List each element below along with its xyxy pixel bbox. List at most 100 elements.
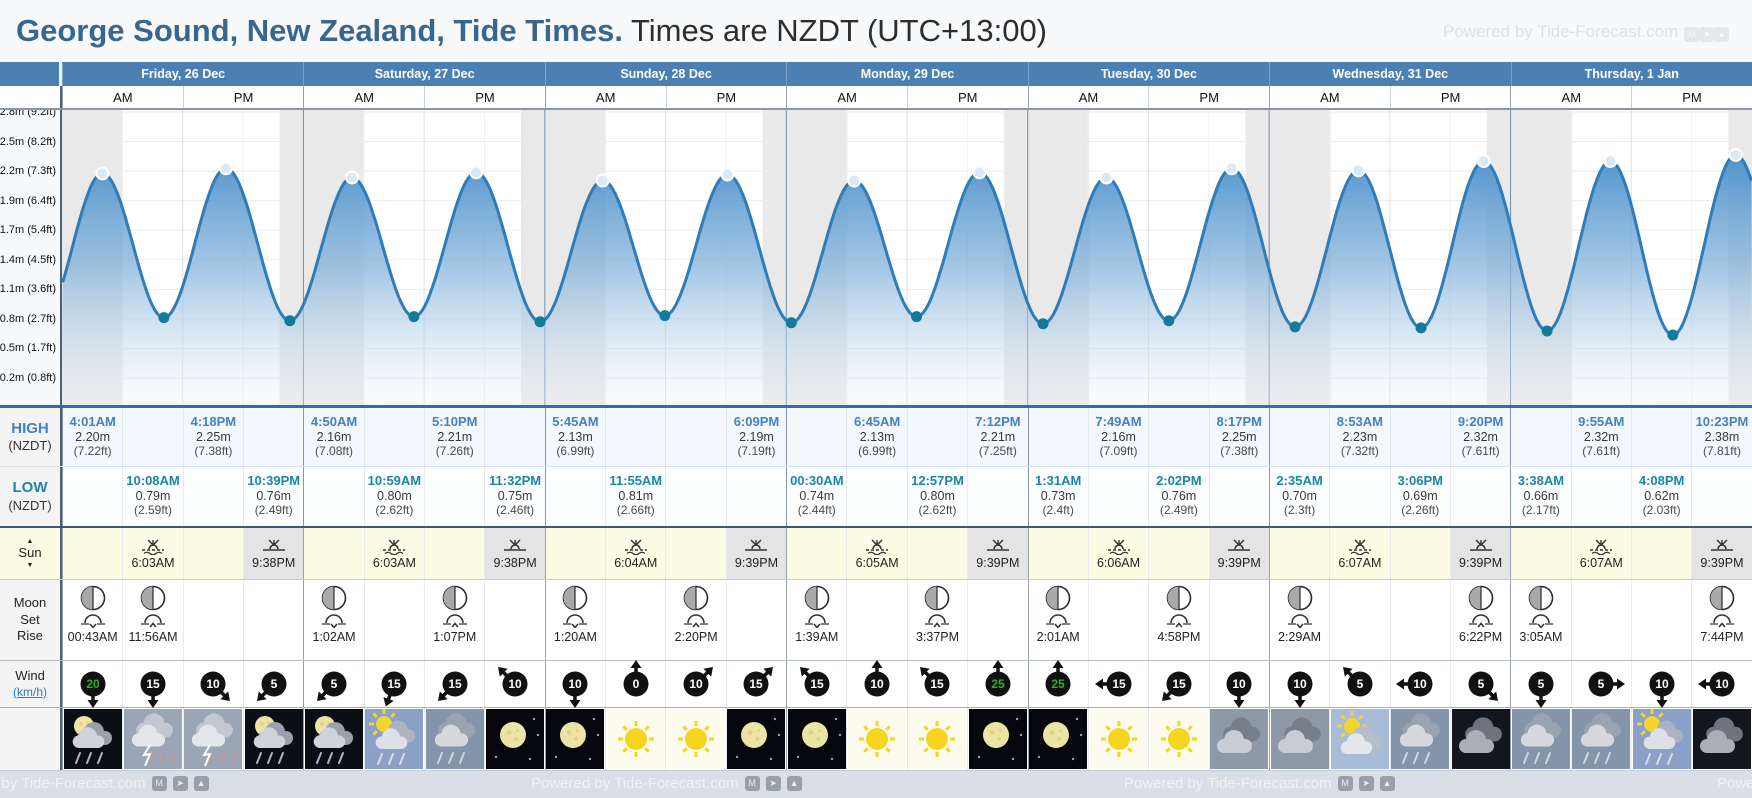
sun-row-label: ▲ Sun ▼ (0, 528, 62, 579)
wind-cell: 10 (1268, 661, 1329, 708)
sun-cell (665, 528, 725, 579)
social-icon[interactable]: M (1684, 27, 1700, 42)
social-icon[interactable]: M (744, 776, 760, 791)
low-tide-cell: 10:08AM 0.79m (2.59ft) (122, 467, 182, 526)
high-tide-time: 6:45AM (854, 414, 901, 429)
moon-cell: 1:39AM (786, 580, 846, 660)
low-tide-time: 4:08PM (1638, 473, 1685, 488)
y-axis-tick: 0.8m (2.7ft) (0, 312, 56, 325)
social-icon[interactable]: M (1337, 776, 1353, 791)
high-tide-height-ft: (7.22ft) (73, 444, 112, 458)
moon-cell (1389, 580, 1450, 660)
wind-unit-link[interactable]: (km/h) (13, 684, 47, 699)
svg-text:10: 10 (1233, 677, 1247, 691)
moonrise-icon (925, 614, 950, 628)
low-tide-point (1667, 329, 1679, 341)
low-tide-point (911, 311, 923, 323)
high-tide-point (469, 165, 484, 180)
sun-cell (906, 528, 967, 579)
moon-cell: 4:58PM (1148, 580, 1208, 660)
wind-indicator: 15 (437, 671, 468, 701)
high-tide-cell: 4:18PM 2.25m (7.38ft) (182, 408, 243, 466)
high-tide-cell: 8:17PM 2.25m (7.38ft) (1208, 408, 1269, 466)
sunset-time: 9:39PM (734, 555, 778, 570)
high-tide-time: 7:12PM (975, 414, 1021, 429)
wind-cell: 10 (665, 661, 725, 707)
social-icon[interactable]: M (151, 776, 167, 791)
high-tide-height-m: 2.21m (437, 430, 473, 444)
wind-indicator: 5 (1468, 671, 1498, 701)
high-tide-height-m: 2.21m (980, 430, 1016, 444)
high-tide-row: HIGH (NZDT) 4:01AM 2.20m (7.22ft) 4:18PM 2.2… (0, 405, 1752, 466)
sunset-icon (1710, 539, 1733, 551)
moon-cell (363, 580, 424, 660)
wind-indicator: 10 (1697, 671, 1735, 697)
weather-rain-icon (425, 709, 484, 769)
day-header-1: Saturday, 27 Dec (303, 62, 544, 86)
moon-cell: 6:22PM (1449, 580, 1510, 660)
low-tide-height-ft: (2.3ft) (1283, 503, 1316, 517)
moon-phase-icon (321, 585, 347, 611)
wind-label: Wind (15, 667, 45, 683)
weather-cloudy-night-icon (1692, 709, 1751, 769)
sun-cell (1510, 528, 1570, 579)
ampm-am: AM (1510, 86, 1631, 108)
svg-text:15: 15 (810, 677, 824, 691)
weather-cell (1329, 708, 1389, 770)
high-tide-height-ft: (7.38ft) (1220, 444, 1259, 458)
low-tide-cell: 3:38AM 0.66m (2.17ft) (1510, 467, 1570, 526)
moon-phase-icon (80, 585, 105, 611)
wind-cell: 25 (967, 660, 1027, 707)
low-tide-height-ft: (2.49ft) (254, 503, 293, 517)
day-header-5: Wednesday, 31 Dec (1269, 62, 1510, 86)
moon-cell (1570, 580, 1631, 660)
weather-sunny-icon (1149, 709, 1208, 769)
social-icon[interactable]: ▲ (1714, 27, 1730, 42)
wind-cell: 10 (1389, 661, 1450, 707)
moonset-icon (322, 614, 347, 628)
sun-cell (303, 528, 363, 579)
tide-curve-line (62, 153, 1752, 337)
high-tide-point (1603, 154, 1618, 169)
tide-curve-area (62, 155, 1752, 405)
social-icon[interactable]: ▲ (193, 776, 209, 791)
weather-rain-icon (1511, 709, 1570, 769)
high-tide-point (847, 173, 862, 188)
wind-cell: 10 (1691, 661, 1751, 707)
low-tide-cell (303, 467, 363, 526)
moon-phase-icon (563, 585, 588, 611)
social-icon[interactable]: ➤ (1358, 776, 1374, 791)
sun-cell: 6:07AM (1329, 528, 1389, 579)
low-tide-point (1037, 318, 1049, 330)
moon-cell (1329, 580, 1389, 660)
moonrise-icon (684, 614, 709, 628)
wind-indicator: 10 (200, 671, 231, 701)
sun-cell (786, 528, 846, 579)
low-tide-cell (62, 467, 122, 526)
high-tide-height-ft: (7.38ft) (194, 444, 233, 458)
y-axis-tick: 1.4m (4.5ft) (0, 253, 56, 266)
high-tide-cell (484, 408, 544, 466)
low-tide-point (1541, 325, 1553, 337)
wind-indicator: 0 (623, 660, 649, 697)
social-icon[interactable]: ➤ (1699, 27, 1715, 42)
wind-cell: 10 (1208, 661, 1269, 708)
low-tide-point (1415, 322, 1427, 334)
moon-cell: 1:07PM (424, 580, 484, 660)
sun-cell: 9:39PM (725, 528, 787, 579)
moonset-icon (1287, 614, 1312, 628)
social-icon[interactable]: ▲ (786, 776, 802, 791)
svg-text:10: 10 (569, 677, 583, 691)
social-icon[interactable]: ➤ (765, 776, 781, 791)
social-icon[interactable]: ➤ (172, 776, 188, 791)
high-tide-time: 10:23PM (1695, 414, 1749, 429)
svg-text:10: 10 (1715, 677, 1729, 691)
svg-text:15: 15 (146, 677, 160, 691)
y-axis-tick: 2.5m (8.2ft) (0, 135, 56, 148)
weather-cell (62, 708, 122, 770)
high-tide-height-ft: (7.25ft) (978, 444, 1017, 458)
wind-indicator: 15 (799, 667, 830, 697)
moonrise-time: 3:37PM (915, 630, 960, 644)
moon-phase-icon (1709, 585, 1735, 611)
social-icon[interactable]: ▲ (1379, 776, 1395, 791)
